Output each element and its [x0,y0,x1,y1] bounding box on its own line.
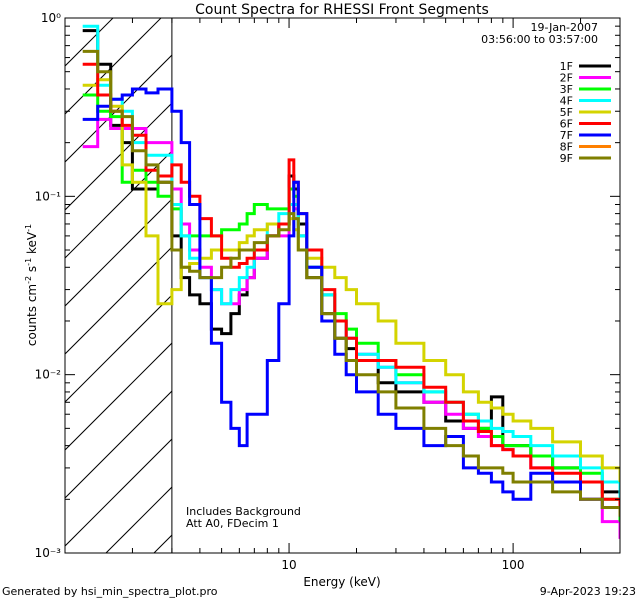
annotation-background: Includes Background [186,505,301,518]
hatch-line [65,438,172,547]
y-axis-title: counts cm-2 s-1 keV-1 [24,224,39,346]
x-tick-label: 100 [502,558,525,572]
hatch-line [65,198,172,307]
axis-ticks: 10 100 10⁰ 10⁻¹ 10⁻² 10⁻³ [35,11,621,572]
date-label: 19-Jan-2007 [531,21,599,34]
plot-frame [64,17,621,554]
annotation-attenuator: Att A0, FDecim 1 [186,517,279,530]
y-tick-label: 10⁻³ [35,546,62,560]
y-tick-label: 10⁻² [35,368,62,382]
y-tick-label: 10⁻¹ [35,189,62,203]
footer-timestamp: 9-Apr-2023 19:23 [540,585,636,598]
hatch-line [65,390,172,499]
series-line-9F [82,49,620,517]
chart-title: Count Spectra for RHESSI Front Segments [195,2,489,18]
footer-generated-by: Generated by hsi_min_spectra_plot.pro [2,585,218,598]
hatch-line [65,246,172,355]
legend-label-2F: 2F [560,72,573,85]
series-lines [82,24,620,539]
legend-label-4F: 4F [560,95,573,108]
legend-label-3F: 3F [560,83,573,96]
legend-label-6F: 6F [560,118,573,131]
series-line-7F [82,87,620,517]
series-line-6F [82,62,620,508]
legend-label-8F: 8F [560,141,573,154]
legend-label-1F: 1F [560,60,573,73]
x-axis-title: Energy (keV) [303,575,380,589]
hatch-line [65,18,162,115]
y-tick-label: 10⁰ [41,11,61,25]
legend-label-9F: 9F [560,152,573,165]
hatch-line [65,102,172,211]
legend-label-7F: 7F [560,129,573,142]
legend-label-5F: 5F [560,106,573,119]
x-tick-label: 10 [281,558,296,572]
time-range-label: 03:56:00 to 03:57:00 [481,33,598,46]
